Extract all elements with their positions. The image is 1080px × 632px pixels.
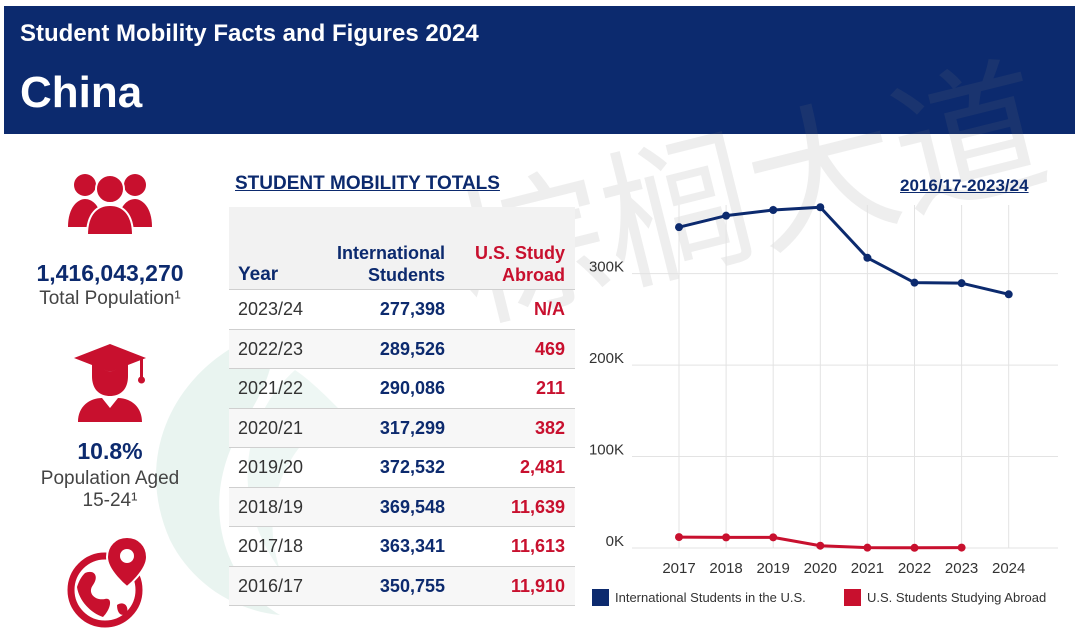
data-point	[769, 205, 778, 214]
data-point	[863, 543, 872, 552]
cell-abroad: 11,613	[510, 536, 565, 556]
table-body: 2023/24 277,398 N/A 2022/23 289,526 469 2021…	[229, 290, 575, 606]
cell-year: 2022/23	[238, 338, 304, 359]
cell-intl: 372,532	[379, 457, 445, 477]
y-tick-label: 100K	[589, 442, 624, 459]
data-point	[1004, 290, 1013, 299]
cell-year: 2019/20	[238, 457, 304, 477]
cell-intl: 350,755	[379, 575, 445, 596]
x-tick-label: 2023	[945, 560, 978, 577]
table-row: 2023/24 277,398 N/A	[229, 290, 575, 330]
mobility-line-chart: 0K 100K 200K 300K 2017 2018 2019 2020 2021 2022 20…	[589, 203, 1058, 606]
table-row: 2017/18 363,341 11,613	[229, 527, 575, 567]
globe-pin-icon	[0, 535, 220, 630]
x-tick-label: 2020	[804, 560, 837, 577]
cell-year: 2017/18	[238, 536, 304, 556]
cell-intl: 317,299	[379, 417, 445, 438]
mobility-table: Year International Students U.S. Study A…	[229, 207, 575, 606]
data-point	[816, 541, 825, 550]
x-tick-label: 2018	[709, 560, 742, 577]
cell-year: 2023/24	[238, 299, 304, 319]
data-point	[910, 543, 919, 552]
x-tick-label: 2021	[851, 560, 884, 577]
country-stats: 1,416,043,270 Total Population¹ 10.8% Po…	[0, 160, 220, 632]
cell-abroad: 382	[534, 417, 565, 438]
column-header-intl-line1: International	[336, 243, 445, 263]
cell-abroad: 11,639	[510, 496, 565, 517]
cell-abroad: 2,481	[519, 457, 565, 477]
cell-abroad: 469	[534, 338, 565, 359]
graduate-icon	[0, 342, 220, 422]
range-title: 2016/17-2023/24	[900, 176, 1029, 195]
cell-intl: 277,398	[379, 299, 445, 319]
cell-abroad: 211	[535, 378, 565, 398]
table-row: 2019/20 372,532 2,481	[229, 448, 575, 488]
legend-swatch	[592, 589, 609, 606]
table-row: 2021/22 290,086 211	[229, 369, 575, 409]
x-tick-label: 2022	[898, 560, 931, 577]
cell-year: 2020/21	[238, 417, 304, 438]
cell-abroad: 11,910	[510, 575, 565, 596]
y-tick-label: 300K	[589, 259, 624, 276]
cell-year: 2016/17	[238, 575, 304, 596]
y-tick-label: 0K	[606, 533, 624, 550]
series-line-0	[678, 205, 1010, 296]
section-title: STUDENT MOBILITY TOTALS	[235, 173, 500, 194]
column-header-intl: International Students	[315, 242, 445, 286]
x-tick-label: 2024	[992, 560, 1025, 577]
data-point	[722, 533, 731, 542]
cell-intl: 290,086	[379, 378, 445, 398]
cell-year: 2021/22	[238, 378, 304, 398]
data-point	[675, 223, 683, 232]
table-row: 2022/23 289,526 469	[229, 329, 575, 369]
table-row: 2018/19 369,548 11,639	[229, 487, 575, 527]
column-header-abroad: U.S. Study Abroad	[455, 242, 565, 286]
data-point	[675, 533, 683, 542]
table-row: 2016/17 350,755 11,910	[229, 566, 575, 606]
column-header-abroad-line2: Abroad	[502, 265, 565, 285]
data-point	[769, 533, 778, 542]
column-header-year: Year	[238, 264, 279, 285]
cell-intl: 363,341	[379, 536, 445, 556]
data-point	[863, 253, 872, 262]
data-point	[722, 211, 731, 220]
data-point	[816, 203, 825, 212]
data-point	[957, 279, 966, 288]
data-point	[910, 278, 919, 287]
legend-swatch	[844, 589, 861, 606]
x-tick-label: 2017	[662, 560, 695, 577]
country-title: China	[20, 68, 143, 117]
column-header-abroad-line1: U.S. Study	[474, 243, 565, 263]
population-label: Total Population¹	[39, 288, 181, 309]
table-row: 2020/21 317,299 382	[229, 408, 575, 448]
people-group-icon	[0, 165, 220, 235]
aged-label-line2: 15-24¹	[82, 490, 138, 511]
header-banner: Student Mobility Facts and Figures 2024 …	[4, 6, 1075, 134]
aged-label-line1: Population Aged	[40, 468, 180, 489]
column-header-intl-line2: Students	[367, 265, 445, 285]
x-tick-label: 2019	[757, 560, 790, 577]
report-title: Student Mobility Facts and Figures 2024	[20, 20, 479, 47]
legend-label: International Students in the U.S.	[615, 590, 806, 605]
cell-year: 2018/19	[238, 496, 304, 517]
data-point	[957, 543, 966, 552]
cell-intl: 369,548	[379, 496, 445, 517]
cell-intl: 289,526	[379, 338, 445, 359]
cell-abroad: N/A	[534, 299, 565, 319]
y-tick-label: 200K	[589, 350, 624, 367]
population-value: 1,416,043,270	[36, 260, 184, 286]
legend-label: U.S. Students Studying Abroad	[867, 590, 1046, 605]
aged-value: 10.8%	[77, 438, 143, 464]
table-header: Year International Students U.S. Study A…	[229, 207, 575, 290]
